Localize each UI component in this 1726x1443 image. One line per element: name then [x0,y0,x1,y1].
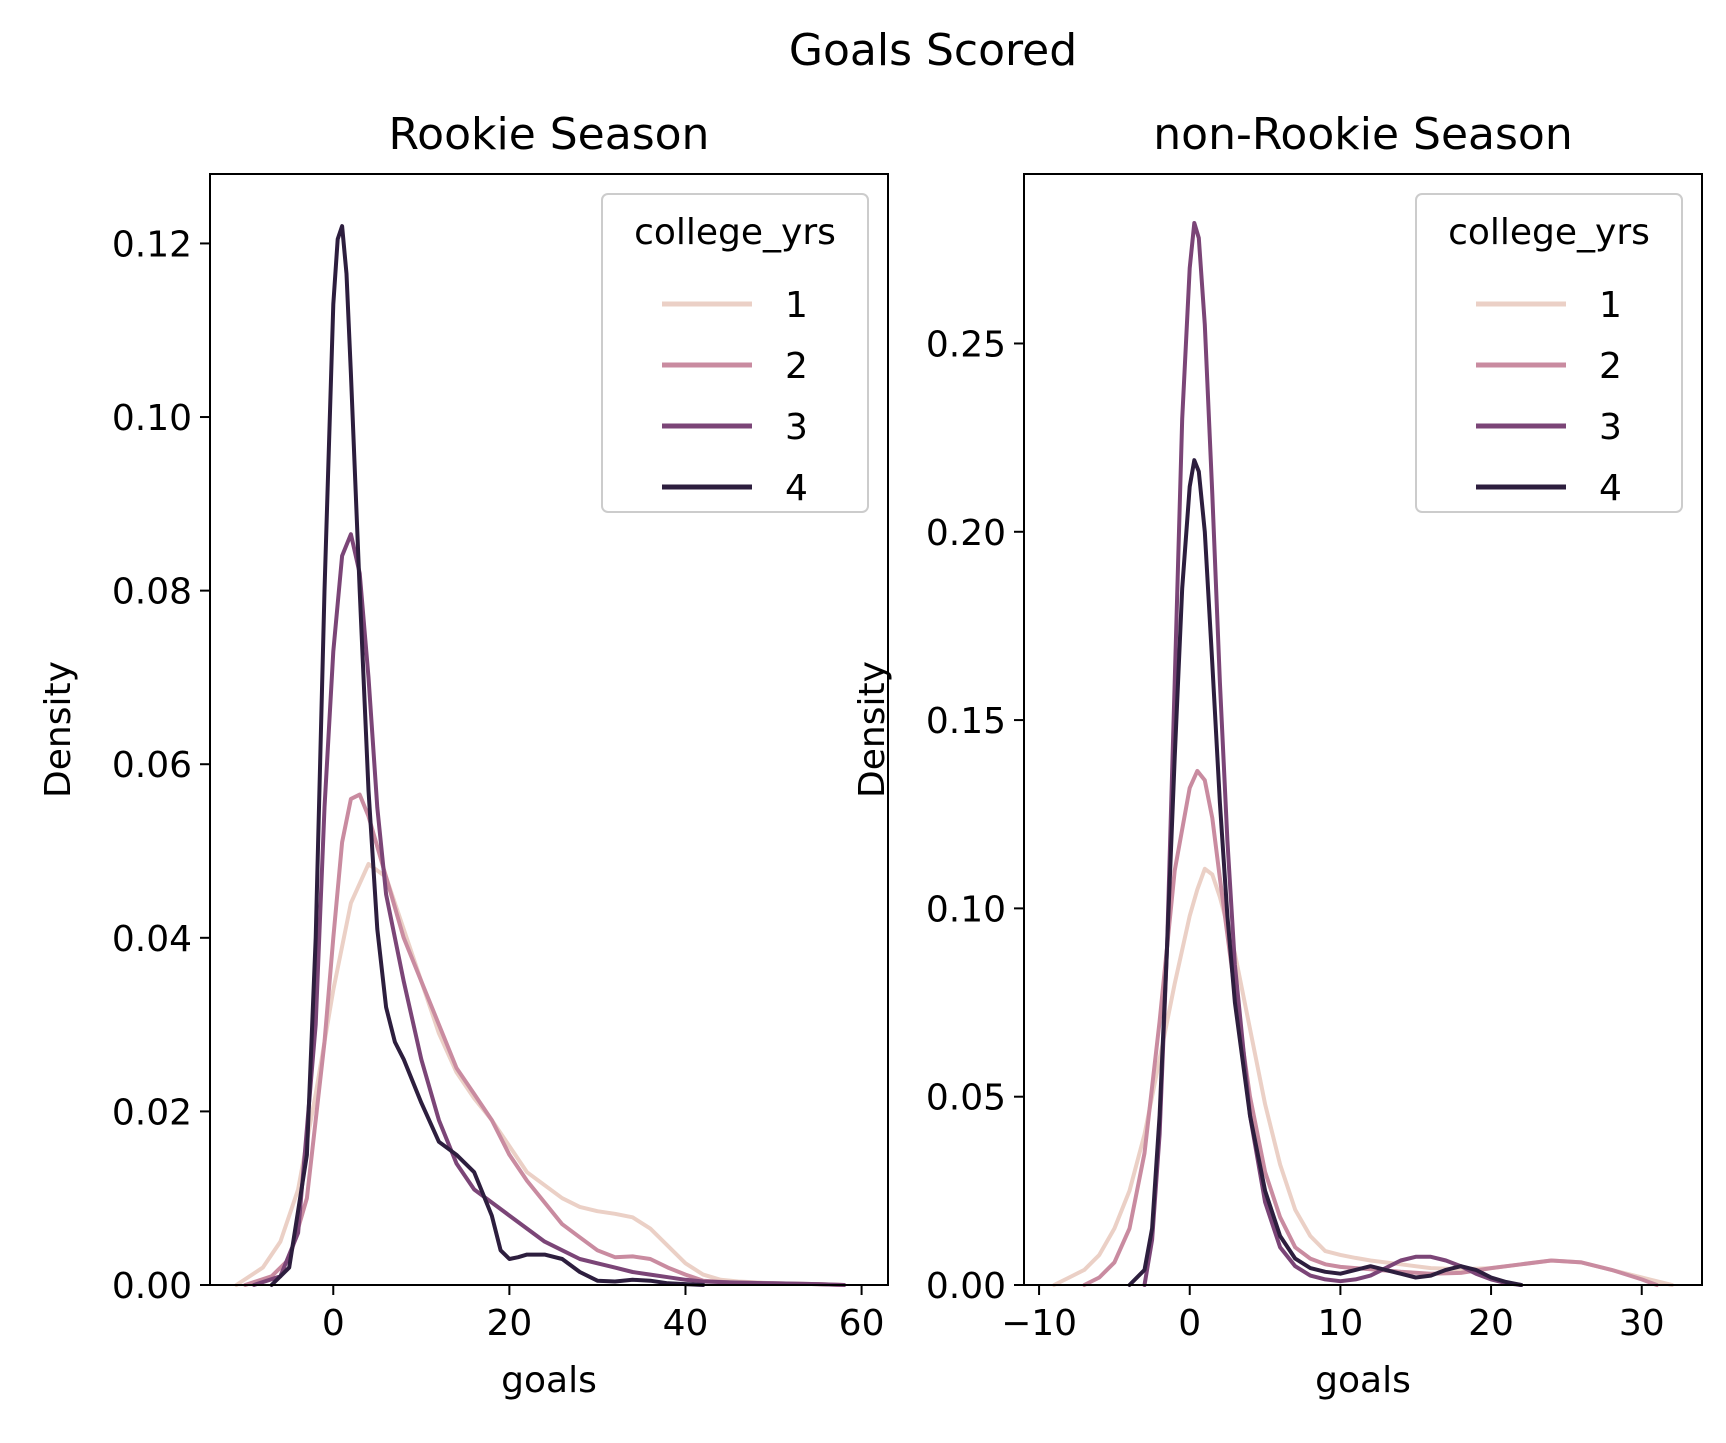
panel-1-series-2-line [243,792,846,1287]
panel-1-legend-label-4: 4 [785,468,808,509]
panel-2-y-tick-label: 0.00 [926,1266,1006,1307]
panel-1-x-axis-label: goals [501,1360,597,1401]
panel-1-x-tick-label: 40 [663,1303,709,1344]
panel-2-legend-label-2: 2 [1599,346,1622,387]
panel-1-legend-label-2: 2 [785,346,808,387]
panel-1-y-tick-label: 0.04 [112,919,192,960]
panel-2-x-axis-label: goals [1315,1360,1411,1401]
panel-2-legend-box [1415,193,1683,513]
panel-1-y-tick-label: 0.12 [112,224,192,265]
panel-1-series-1-line [234,862,846,1287]
panel-2-y-axis-label: Density [852,661,893,798]
panel-1-y-tick-label: 0.02 [112,1092,192,1133]
panel-2-x-tick-label: 10 [1317,1303,1363,1344]
panel-2-x-tick-label: 0 [1178,1303,1201,1344]
panel-1-series-4-line [269,224,706,1287]
panel-1-y-tick-label: 0.00 [112,1266,192,1307]
panel-2-title: non-Rookie Season [1153,109,1572,160]
panel-2-group: −10 0 10 20 30 0.00 0.05 0.10 0.15 0.20 0.25 non-Ro… [852,109,1703,1401]
panel-1-y-tick-label: 0.08 [112,572,192,613]
panel-1-group: 0 20 40 60 0.00 0.02 0.04 0.06 0.08 0.10 0.12 Rooki… [38,109,889,1401]
panel-2-legend-label-4: 4 [1599,468,1622,509]
panel-2-series-2-line [1082,768,1659,1287]
panel-2-axes-frame [1023,173,1703,1286]
panel-1-title: Rookie Season [389,109,710,160]
figure-suptitle: Goals Scored [789,25,1077,76]
panel-2-legend-title: college_yrs [1448,212,1650,253]
panel-1-legend-title: college_yrs [634,212,836,253]
panel-2-y-tick-label: 0.20 [926,513,1006,554]
panel-1-x-tick-label: 60 [839,1303,885,1344]
panel-2-series-4-line [1127,458,1524,1287]
panel-1-legend-label-1: 1 [785,285,808,326]
chart-panels: 0 20 40 600.000.020.040.060.080.100.12Rooki… [38,109,1703,1401]
panel-2-legend-label-1: 1 [1599,285,1622,326]
panel-2-y-tick-label: 0.05 [926,1078,1006,1119]
panel-1-legend-box [601,193,869,513]
panel-2-legend-label-3: 3 [1599,407,1622,448]
panel-2-y-tick-label: 0.25 [926,324,1006,365]
panel-1-y-tick-label: 0.06 [112,745,192,786]
panel-1-x-tick-label: 0 [322,1303,345,1344]
panel-2-x-tick-label: 30 [1619,1303,1665,1344]
panel-2-series-3-line [1142,221,1524,1287]
panel-1-axes-frame [209,173,889,1286]
panel-1-y-tick-label: 0.10 [112,398,192,439]
panel-2-y-tick-label: 0.10 [926,889,1006,930]
panel-2-y-tick-label: 0.15 [926,701,1006,742]
panel-2-x-tick-label: −10 [1001,1303,1077,1344]
panel-1-y-axis-label: Density [38,661,79,798]
panel-1-legend-label-3: 3 [785,407,808,448]
panel-2-x-tick-label: 20 [1468,1303,1514,1344]
panel-1-x-tick-label: 20 [486,1303,532,1344]
